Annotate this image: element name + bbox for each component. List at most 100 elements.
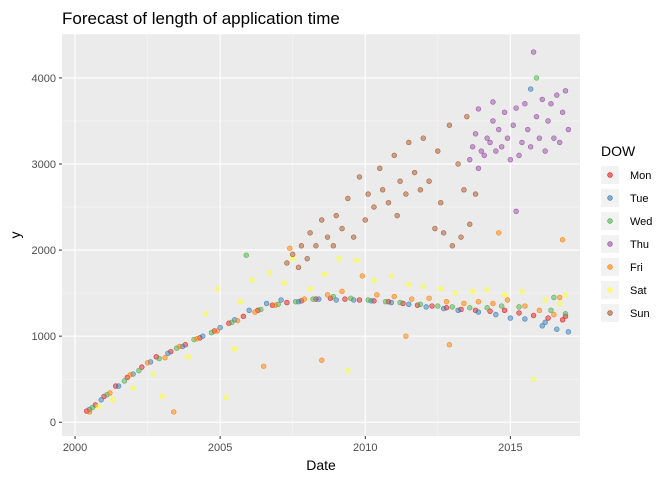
data-point (426, 178, 432, 184)
data-point (313, 243, 319, 249)
data-point (487, 308, 493, 314)
data-point (252, 309, 258, 315)
data-point (475, 299, 482, 305)
data-point (490, 118, 496, 124)
series-wed (89, 75, 569, 411)
data-point (229, 319, 235, 326)
legend-item-sun: Sun (601, 304, 650, 322)
data-point (522, 316, 528, 322)
data-point (388, 299, 395, 306)
series-thu (467, 49, 572, 215)
data-point (554, 92, 560, 98)
data-point (559, 237, 566, 243)
data-point (478, 148, 485, 154)
data-point (359, 273, 366, 279)
data-point (150, 371, 157, 377)
data-point (484, 135, 490, 141)
data-point (345, 367, 351, 374)
x-tick-label: 2005 (208, 442, 232, 454)
data-point (130, 385, 136, 391)
data-point (374, 292, 380, 298)
legend-item-fri: Fri (601, 258, 643, 276)
legend-label: Mon (630, 170, 651, 182)
data-point (234, 317, 241, 324)
legend-item-mon: Mon (601, 166, 651, 184)
legend-label: Tue (630, 193, 649, 205)
data-point (472, 131, 479, 137)
data-point (217, 324, 223, 331)
series-fri (86, 230, 566, 415)
data-point (115, 383, 122, 389)
chart-title: Forecast of length of application time (62, 9, 340, 28)
data-point (324, 292, 331, 298)
data-point (127, 372, 133, 378)
legend-label: Wed (630, 216, 652, 228)
data-point (301, 296, 308, 302)
data-point (525, 126, 531, 133)
data-point (98, 397, 104, 403)
data-point (536, 307, 543, 314)
data-point (107, 390, 113, 396)
data-point (533, 113, 540, 120)
data-point (144, 360, 151, 366)
data-point (527, 144, 534, 150)
data-point (272, 302, 278, 308)
data-point (501, 292, 508, 298)
data-point (95, 404, 101, 410)
data-point (382, 299, 389, 305)
data-point (171, 409, 177, 415)
data-point (519, 288, 525, 295)
data-point (548, 307, 554, 314)
data-point (513, 208, 519, 215)
data-point (417, 301, 424, 307)
legend-title: DOW (601, 143, 636, 159)
data-point (562, 292, 569, 298)
data-point (565, 329, 572, 335)
data-point (516, 310, 522, 316)
data-point (159, 393, 165, 400)
legend-label: Thu (630, 239, 649, 251)
grid-major (62, 34, 580, 436)
data-point (440, 230, 447, 236)
data-point (321, 271, 328, 277)
data-point (467, 156, 473, 163)
data-point (554, 326, 560, 332)
data-point (411, 169, 418, 176)
data-point (548, 101, 554, 107)
data-point (110, 397, 116, 403)
legend-label: Fri (630, 262, 643, 274)
data-point (423, 304, 429, 310)
data-point (292, 299, 299, 305)
data-point (350, 234, 357, 240)
data-point (449, 243, 456, 249)
data-point (446, 122, 453, 128)
data-point (496, 126, 502, 133)
data-point (377, 165, 383, 171)
data-point (432, 225, 438, 232)
plot-panel (62, 34, 580, 436)
data-point (330, 243, 337, 249)
data-point (237, 299, 244, 305)
data-point (530, 312, 537, 319)
data-point (231, 346, 238, 352)
data-point (336, 255, 342, 262)
data-point (551, 135, 557, 141)
data-point (536, 135, 543, 141)
data-point (240, 313, 247, 320)
data-point (348, 295, 354, 301)
legend-item-sat: Sat (601, 281, 647, 299)
data-point (501, 109, 508, 116)
x-tick-label: 2015 (498, 442, 522, 454)
data-point (406, 301, 412, 307)
data-point (281, 280, 287, 286)
data-point (345, 195, 351, 202)
data-point (356, 297, 363, 303)
data-point (403, 333, 409, 339)
data-point (356, 174, 363, 180)
data-point (223, 394, 229, 400)
data-point (342, 296, 348, 302)
data-point (403, 191, 409, 197)
y-tick-label: 1000 (32, 331, 56, 343)
data-point (498, 144, 505, 150)
data-point (467, 305, 473, 311)
